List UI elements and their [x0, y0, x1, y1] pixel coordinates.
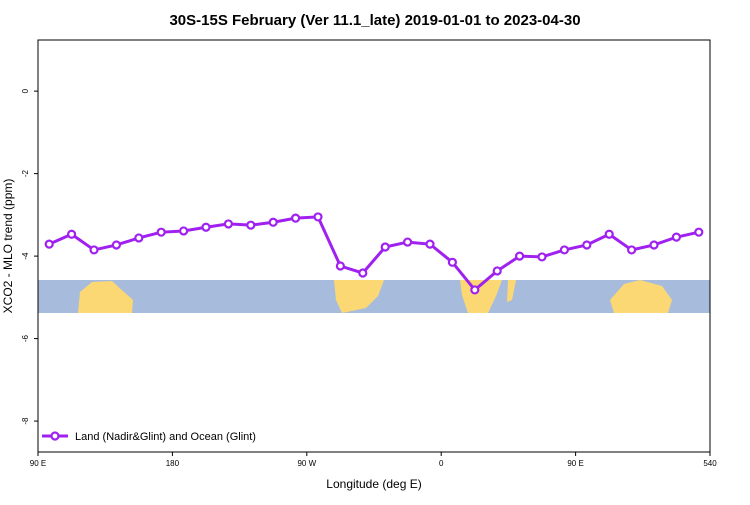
point: [492, 266, 502, 276]
point: [358, 268, 368, 278]
legend-marker: [50, 431, 60, 441]
point: [201, 222, 211, 232]
point: [44, 239, 54, 249]
point: [403, 237, 413, 247]
legend-label: Land (Nadir&Glint) and Ocean (Glint): [75, 431, 256, 443]
point: [111, 240, 122, 250]
point: [89, 245, 99, 255]
point: [649, 240, 659, 250]
series-line: [48, 215, 700, 293]
point: [425, 239, 435, 249]
point: [134, 233, 144, 243]
point: [694, 227, 704, 237]
point: [246, 220, 256, 230]
point: [671, 232, 682, 242]
plot-frame: [37, 39, 711, 453]
map-strip: [38, 280, 710, 313]
x-tick-label: 90 E: [567, 459, 583, 468]
y-tick-label: -6: [21, 334, 30, 342]
y-tick-label: -2: [21, 170, 30, 178]
x-tick-label: 540: [703, 459, 717, 468]
point: [470, 285, 480, 295]
chart-title: 30S-15S February (Ver 11.1_late) 2019-01…: [169, 12, 580, 29]
point: [604, 229, 614, 239]
point: [291, 213, 301, 223]
x-tick-label: 180: [166, 459, 180, 468]
point: [559, 245, 570, 255]
point: [268, 217, 278, 227]
x-tick-label: 0: [439, 459, 444, 468]
x-tick-label: 90 W: [297, 459, 316, 468]
point: [380, 242, 390, 252]
y-axis-label: XCO2 - MLO trend (ppm): [1, 179, 15, 314]
point: [66, 229, 77, 239]
x-tick-label: 90 E: [30, 459, 46, 468]
point: [313, 212, 323, 222]
point: [179, 226, 189, 236]
x-axis-label: Longitude (deg E): [326, 477, 421, 491]
point: [626, 245, 637, 255]
point: [223, 219, 233, 229]
point: [514, 251, 525, 261]
y-tick-label: -8: [21, 417, 30, 425]
y-tick-label: 0: [21, 88, 30, 93]
y-tick-label: -4: [21, 252, 30, 260]
point: [582, 240, 592, 250]
point: [335, 261, 345, 271]
point: [537, 252, 547, 262]
point: [156, 227, 166, 237]
point: [447, 257, 457, 267]
